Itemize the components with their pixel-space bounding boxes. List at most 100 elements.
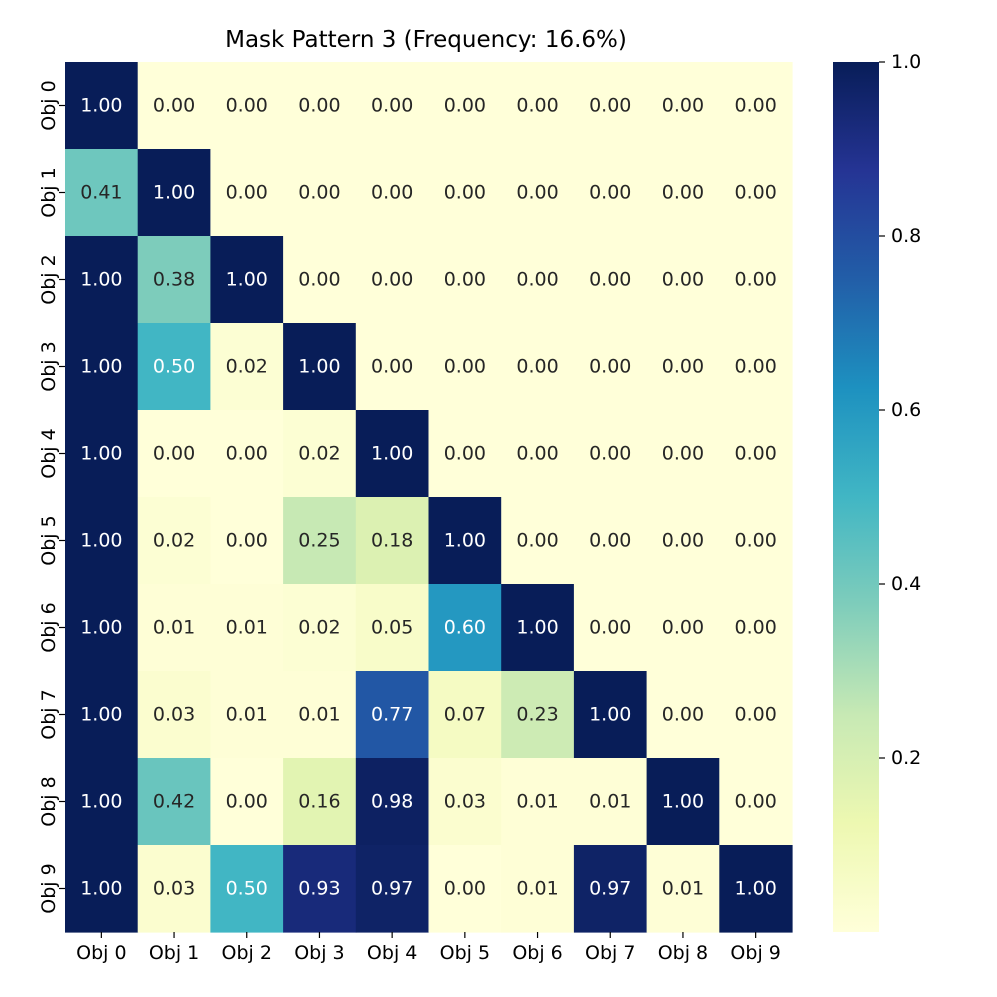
y-tick-label: Obj 2	[38, 254, 60, 304]
heatmap-cell	[283, 758, 357, 846]
heatmap-cell	[501, 323, 575, 411]
heatmap-cell	[210, 671, 284, 759]
x-tick-label: Obj 5	[440, 942, 490, 964]
heatmap-cell	[428, 236, 502, 324]
cell-value-label: 0.00	[734, 617, 776, 639]
cell-value-label: 0.00	[662, 704, 704, 726]
cell-value-label: 0.50	[226, 878, 268, 900]
heatmap-cell	[719, 323, 793, 411]
heatmap-cell	[65, 845, 139, 933]
heatmap-cell	[355, 584, 430, 672]
heatmap-cell	[283, 584, 357, 672]
heatmap-cell	[65, 323, 139, 411]
heatmap-cell	[719, 671, 793, 759]
heatmap-cell	[573, 497, 648, 585]
heatmap-cell	[573, 584, 648, 672]
y-tick-label: Obj 4	[38, 428, 60, 478]
heatmap-cell	[283, 236, 357, 324]
cell-value-label: 1.00	[734, 878, 776, 900]
heatmap-cell	[283, 410, 357, 498]
heatmap-cell	[573, 323, 648, 411]
heatmap-cell	[65, 671, 139, 759]
x-tick-label: Obj 0	[76, 942, 126, 964]
cell-value-label: 0.00	[734, 791, 776, 813]
y-tick-label: Obj 9	[38, 863, 60, 913]
y-tick-label: Obj 3	[38, 341, 60, 391]
cell-value-label: 0.03	[153, 704, 195, 726]
heatmap-cell	[646, 62, 720, 150]
cell-value-label: 0.00	[516, 95, 558, 117]
colorbar-tick-label: 0.8	[891, 225, 921, 247]
cell-value-label: 0.25	[298, 530, 340, 552]
cell-value-label: 0.00	[444, 95, 486, 117]
cell-value-label: 0.01	[516, 791, 558, 813]
cell-value-label: 0.00	[516, 530, 558, 552]
cell-value-label: 1.00	[153, 182, 195, 204]
y-tick-label: Obj 8	[38, 776, 60, 826]
cell-value-label: 1.00	[371, 443, 413, 465]
heatmap-cell	[428, 584, 502, 672]
cell-value-label: 0.02	[298, 443, 340, 465]
cell-value-label: 0.00	[589, 617, 631, 639]
heatmap-cell	[646, 410, 720, 498]
heatmap-cell	[355, 323, 430, 411]
heatmap-cell	[573, 758, 648, 846]
heatmap-cell	[65, 497, 139, 585]
cell-value-label: 0.01	[589, 791, 631, 813]
heatmap-cell	[283, 323, 357, 411]
x-tick-label: Obj 4	[367, 942, 417, 964]
cell-value-label: 0.77	[371, 704, 413, 726]
heatmap-cell	[65, 236, 139, 324]
heatmap-cell	[210, 323, 284, 411]
y-tick-label: Obj 7	[38, 689, 60, 739]
cell-value-label: 0.00	[444, 182, 486, 204]
cell-value-label: 0.00	[662, 530, 704, 552]
heatmap-cell	[719, 236, 793, 324]
cell-value-label: 0.41	[80, 182, 122, 204]
heatmap-cell	[137, 236, 211, 324]
heatmap-cell	[428, 323, 502, 411]
heatmap-cell	[573, 62, 648, 150]
cell-value-label: 1.00	[662, 791, 704, 813]
cell-value-label: 0.05	[371, 617, 413, 639]
heatmap-cell	[137, 584, 211, 672]
cell-value-label: 1.00	[298, 356, 340, 378]
heatmap-cell	[428, 845, 502, 933]
cell-value-label: 0.00	[226, 95, 268, 117]
heatmap-cell	[719, 149, 793, 237]
cell-value-label: 0.98	[371, 791, 413, 813]
heatmap-cell	[646, 236, 720, 324]
heatmap-cell	[719, 758, 793, 846]
cell-value-label: 0.97	[589, 878, 631, 900]
heatmap-cell	[719, 410, 793, 498]
cell-value-label: 1.00	[80, 95, 122, 117]
heatmap-cell	[719, 62, 793, 150]
cell-value-label: 0.07	[444, 704, 486, 726]
cell-value-label: 1.00	[80, 530, 122, 552]
cell-value-label: 1.00	[80, 704, 122, 726]
cell-value-label: 1.00	[80, 356, 122, 378]
heatmap-cell	[65, 62, 139, 150]
cell-value-label: 1.00	[80, 617, 122, 639]
cell-value-label: 0.00	[371, 95, 413, 117]
cell-value-label: 0.00	[589, 443, 631, 465]
cell-value-label: 0.00	[734, 95, 776, 117]
cell-value-label: 0.97	[371, 878, 413, 900]
heatmap-cell	[355, 671, 430, 759]
cell-value-label: 0.38	[153, 269, 195, 291]
cell-value-label: 0.00	[589, 530, 631, 552]
cell-value-label: 0.02	[153, 530, 195, 552]
heatmap-cell	[646, 323, 720, 411]
cell-value-label: 0.00	[516, 182, 558, 204]
heatmap-cell	[210, 410, 284, 498]
cell-value-label: 0.03	[444, 791, 486, 813]
heatmap-cell	[573, 845, 648, 933]
heatmap-cell	[501, 410, 575, 498]
cell-value-label: 1.00	[80, 269, 122, 291]
cell-value-label: 1.00	[589, 704, 631, 726]
heatmap-cell	[355, 410, 430, 498]
heatmap-cell	[646, 845, 720, 933]
heatmap-cell	[283, 149, 357, 237]
cell-value-label: 0.00	[153, 443, 195, 465]
